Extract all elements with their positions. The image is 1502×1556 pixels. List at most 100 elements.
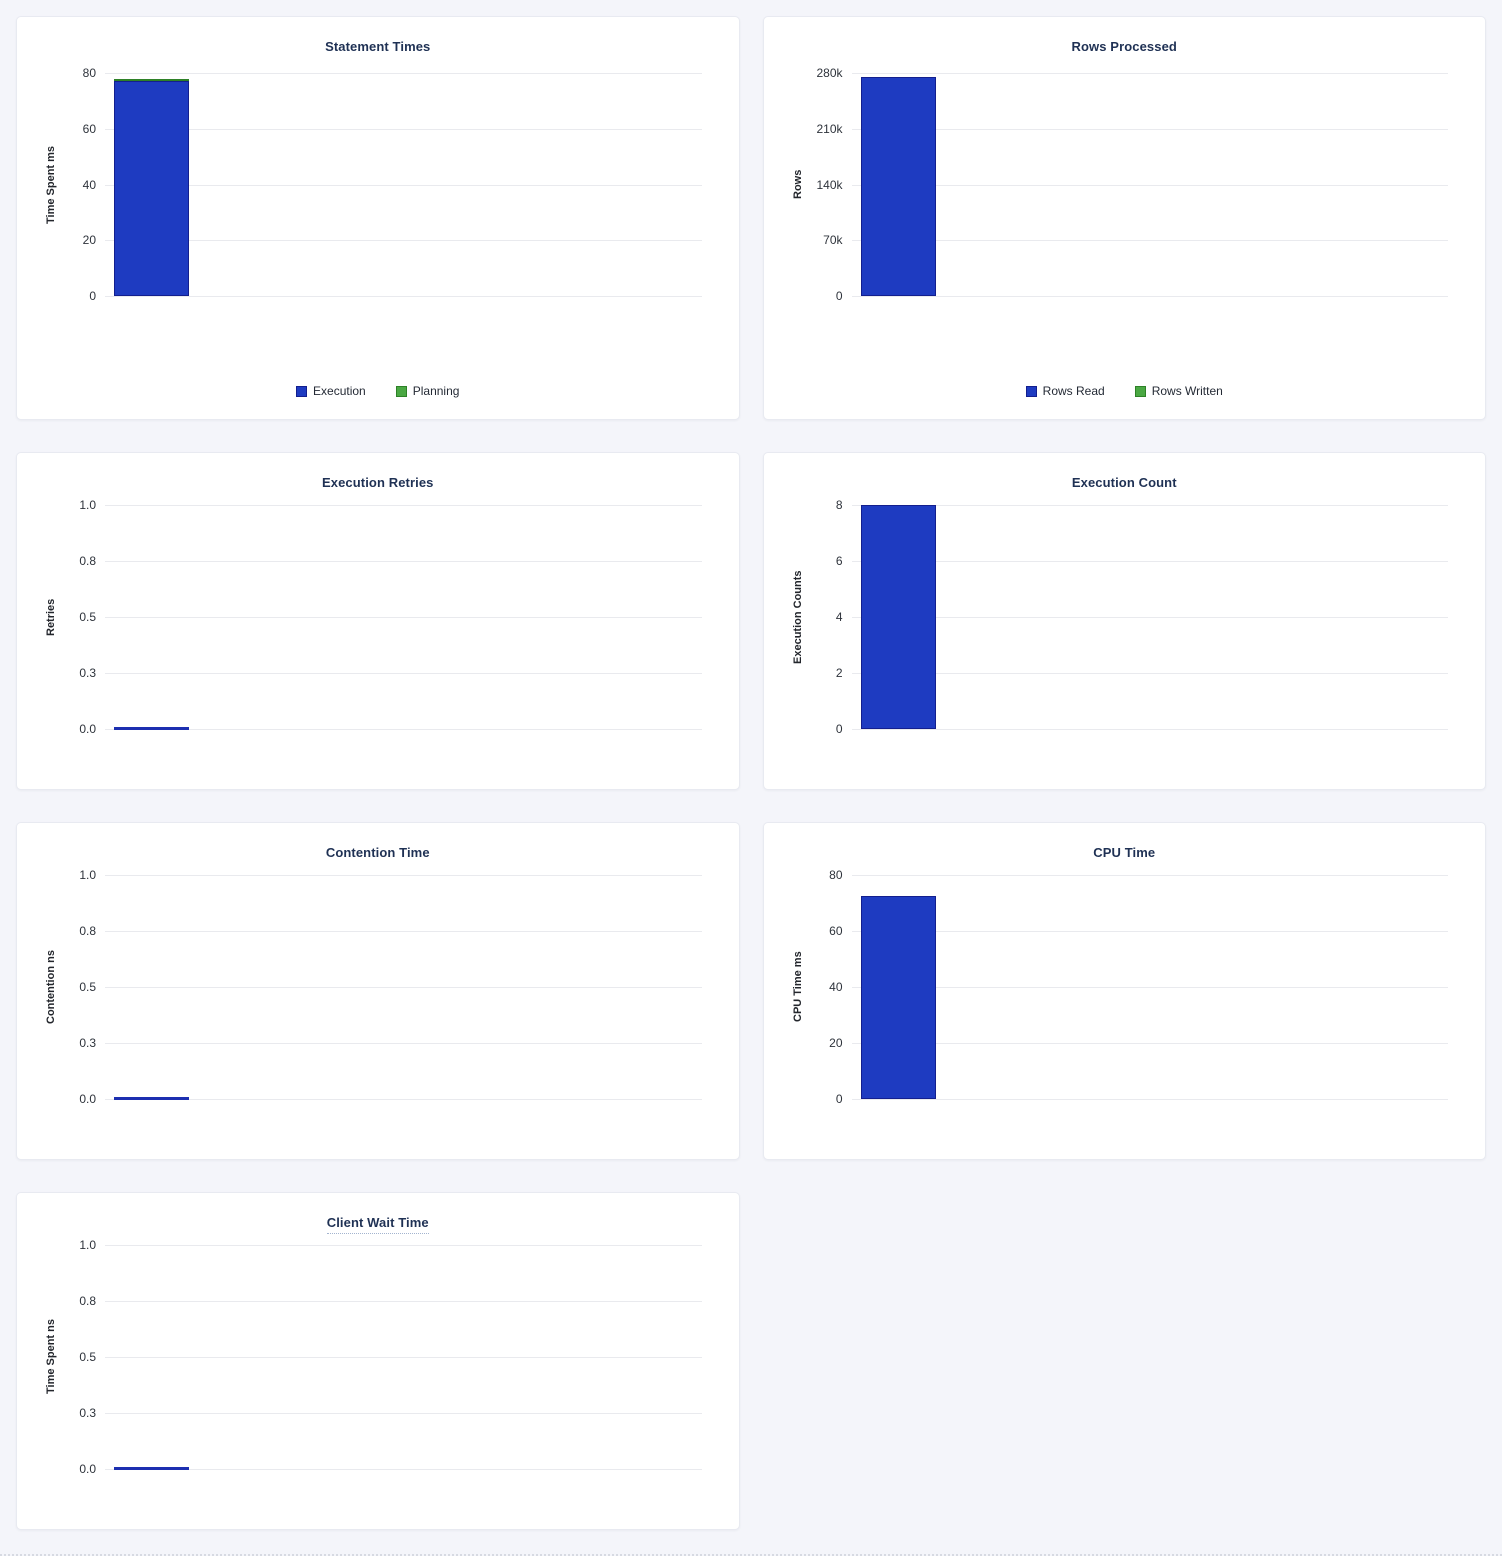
gridline — [851, 617, 1448, 618]
y-tick-label: 1.0 — [79, 498, 96, 512]
chart-title-contention-time: Contention Time — [17, 823, 739, 860]
chart-card-cpu-time: CPU Time CPU Time ms 80 60 40 20 0 — [762, 822, 1486, 1160]
chart-title-text: Execution Retries — [321, 475, 434, 490]
gridline — [851, 987, 1448, 988]
gridline — [851, 184, 1448, 186]
legend-swatch-icon — [1025, 385, 1037, 397]
chart-title-text: Rows Processed — [1071, 39, 1177, 54]
legend-item-rows-read: Rows Read — [1025, 385, 1105, 397]
gridline — [851, 128, 1448, 130]
chart-title-execution-retries: Execution Retries — [17, 453, 739, 490]
chart-card-client-wait-time: Client Wait Time Time Spent ns 1.0 0.8 0.5 0.… — [16, 1192, 740, 1530]
legend-swatch-icon — [296, 385, 308, 397]
bar-segment-planning — [114, 78, 189, 82]
bar-segment-execution-count — [860, 505, 936, 729]
gridline — [105, 1357, 702, 1358]
chart-title-text: Statement Times — [325, 39, 431, 54]
y-tick-label: 0 — [835, 722, 843, 736]
chart-title-client-wait-time: Client Wait Time — [17, 1193, 739, 1234]
y-tick-label: 0.3 — [79, 1406, 96, 1420]
y-tick-label: 0.5 — [79, 980, 96, 994]
legend-swatch-icon — [395, 385, 407, 397]
gridline — [105, 296, 702, 297]
y-tick-label: 0.5 — [79, 610, 96, 624]
page-bottom-divider — [0, 1554, 1502, 1556]
chart-legend: Rows Read Rows Written — [764, 385, 1486, 397]
legend-item-rows-written: Rows Written — [1134, 384, 1223, 398]
y-tick-label: 0.8 — [79, 554, 96, 568]
plot-area-cpu-time: CPU Time ms 80 60 40 20 0 — [792, 869, 1448, 1105]
gridline — [105, 1245, 702, 1246]
y-tick-label: 70k — [823, 233, 843, 248]
y-tick-label: 8 — [835, 498, 843, 512]
plot-area-rows-processed: Rows 280k 210k 140k 70k 0 — [792, 67, 1448, 302]
y-tick-label: 140k — [816, 177, 843, 192]
y-tick-label: 2 — [835, 666, 843, 680]
chart-title-text: Contention Time — [325, 845, 430, 860]
y-tick-label: 4 — [835, 610, 843, 624]
legend-item-planning: Planning — [395, 384, 460, 398]
gridline — [105, 184, 702, 186]
gridline — [105, 505, 702, 506]
y-tick-label: 0 — [835, 1092, 843, 1106]
chart-title-text[interactable]: Client Wait Time — [326, 1215, 429, 1234]
gridline — [851, 1099, 1448, 1100]
gridline — [105, 673, 702, 674]
gridline — [851, 561, 1448, 562]
plot-area-contention-time: Contention ns 1.0 0.8 0.5 0.3 0.0 — [45, 869, 702, 1105]
y-tick-label: 0 — [89, 289, 96, 303]
gridline — [851, 931, 1448, 932]
charts-grid: Statement Times Time Spent ms 80 60 40 20 0 Exe… — [16, 16, 1486, 1530]
legend-label: Execution — [313, 384, 366, 398]
chart-card-contention-time: Contention Time Contention ns 1.0 0.8 0.5 0.3… — [16, 822, 740, 1160]
gridline — [105, 931, 702, 932]
y-tick-label: 60 — [82, 121, 96, 136]
y-tick-label: 0.0 — [79, 1462, 96, 1476]
chart-card-execution-retries: Execution Retries Retries 1.0 0.8 0.5 0.3 0.0 — [16, 452, 740, 790]
chart-card-statement-times: Statement Times Time Spent ms 80 60 40 20 0 Exe… — [16, 16, 740, 420]
zero-value-bar — [114, 1097, 189, 1100]
plot-area-execution-retries: Retries 1.0 0.8 0.5 0.3 0.0 — [45, 499, 702, 735]
gridline — [851, 240, 1448, 242]
gridline — [851, 673, 1448, 674]
y-tick-label: 0.0 — [79, 722, 96, 736]
plot-area-execution-count: Execution Counts 8 6 4 2 0 — [792, 499, 1448, 735]
gridline — [851, 875, 1448, 876]
y-tick-label: 210k — [816, 121, 843, 136]
gridline — [105, 875, 702, 876]
bar-segment-cpu-time — [860, 896, 936, 1099]
gridline — [105, 240, 702, 242]
y-tick-label: 60 — [829, 924, 843, 938]
gridline — [851, 296, 1448, 297]
zero-value-bar — [114, 1467, 189, 1470]
y-tick-label: 1.0 — [79, 1238, 96, 1252]
y-tick-label: 40 — [829, 980, 843, 994]
chart-card-execution-count: Execution Count Execution Counts 8 6 4 2 0 — [762, 452, 1486, 790]
gridline — [105, 987, 702, 988]
chart-title-execution-count: Execution Count — [764, 453, 1486, 490]
y-tick-label: 20 — [829, 1036, 843, 1050]
y-tick-label: 0.5 — [79, 1350, 96, 1364]
zero-value-bar — [114, 727, 189, 730]
y-tick-label: 0.3 — [79, 1036, 96, 1050]
y-tick-label: 20 — [82, 233, 96, 248]
y-tick-label: 40 — [82, 177, 96, 192]
legend-label: Rows Written — [1151, 384, 1223, 398]
gridline — [105, 1099, 702, 1100]
legend-swatch-icon — [1134, 385, 1146, 397]
y-tick-label: 0.8 — [79, 924, 96, 938]
bar-segment-execution — [114, 81, 189, 296]
gridline — [851, 729, 1448, 730]
gridline — [851, 1043, 1448, 1044]
gridline — [851, 505, 1448, 506]
gridline — [105, 128, 702, 130]
gridline — [105, 1301, 702, 1302]
legend-item-execution: Execution — [296, 385, 366, 397]
plot-area-statement-times: Time Spent ms 80 60 40 20 0 — [45, 67, 702, 302]
chart-title-text: CPU Time — [1093, 845, 1156, 860]
y-tick-label: 0.3 — [79, 666, 96, 680]
chart-legend: Execution Planning — [17, 385, 739, 397]
gridline — [105, 73, 702, 74]
chart-title-text: Execution Count — [1071, 475, 1177, 490]
legend-label: Planning — [412, 384, 460, 398]
